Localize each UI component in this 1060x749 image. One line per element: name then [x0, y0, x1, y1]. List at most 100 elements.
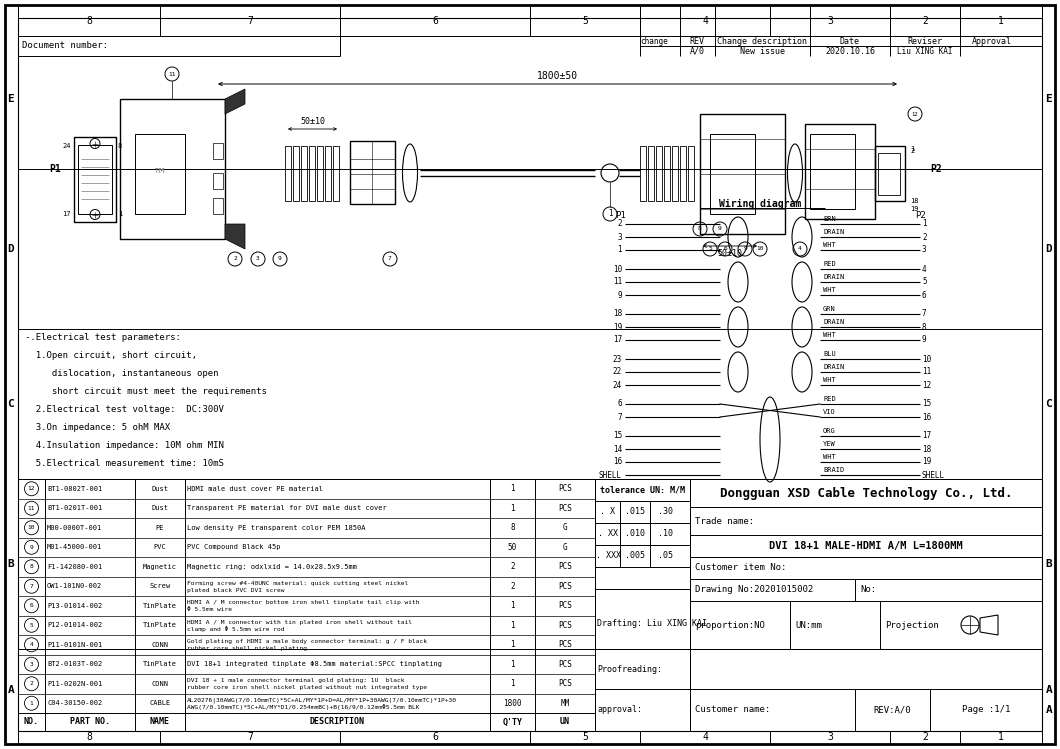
Text: .30: .30: [657, 508, 672, 517]
Text: PCS: PCS: [558, 504, 572, 513]
Text: CONN: CONN: [152, 681, 169, 687]
Text: A: A: [1045, 705, 1053, 715]
Text: SHELL: SHELL: [922, 470, 946, 479]
Text: 5: 5: [30, 622, 33, 628]
Text: .005: .005: [625, 551, 644, 560]
Text: 5: 5: [582, 733, 588, 742]
Text: Drawing No:20201015002: Drawing No:20201015002: [695, 586, 813, 595]
Text: Liu XING KAI: Liu XING KAI: [897, 46, 953, 55]
Text: 50±10: 50±10: [300, 117, 325, 126]
Text: P11-0101N-001: P11-0101N-001: [47, 642, 102, 648]
Text: WHT: WHT: [823, 242, 835, 248]
Text: G: G: [563, 543, 567, 552]
Text: 8: 8: [922, 323, 926, 332]
Text: Gold plating of HDMI a male body connector terminal: g / F black: Gold plating of HDMI a male body connect…: [187, 639, 427, 644]
Text: RED: RED: [823, 261, 835, 267]
Text: 1800: 1800: [504, 699, 522, 708]
Text: PCS: PCS: [558, 621, 572, 630]
Text: REV: REV: [689, 37, 705, 46]
Text: 3: 3: [922, 246, 926, 255]
Text: 12: 12: [28, 486, 35, 491]
Bar: [681, 146, 686, 201]
Text: 1: 1: [617, 246, 622, 255]
Text: E: E: [1045, 94, 1053, 104]
Text: Low density PE transparent color PEM 1850A: Low density PE transparent color PEM 185…: [187, 525, 366, 531]
Text: tolerance UN: M/M: tolerance UN: M/M: [600, 485, 685, 494]
Text: WHT: WHT: [823, 454, 835, 460]
Text: 16: 16: [613, 458, 622, 467]
Text: 11: 11: [613, 277, 622, 287]
Text: Transparent PE material for DVI male dust cover: Transparent PE material for DVI male dus…: [187, 506, 387, 512]
Text: 7: 7: [247, 16, 253, 25]
Bar: [700, 114, 785, 234]
Text: 8: 8: [86, 16, 92, 25]
Text: PVC Compound Black 45p: PVC Compound Black 45p: [187, 545, 281, 551]
Text: 10: 10: [613, 264, 622, 273]
Text: BT1-0802T-001: BT1-0802T-001: [47, 486, 102, 492]
Bar: [78, 145, 112, 213]
Text: Change description: Change description: [717, 37, 807, 46]
Text: dislocation, instantaneous open: dislocation, instantaneous open: [25, 369, 218, 377]
Text: 2: 2: [909, 148, 914, 154]
Text: 19: 19: [613, 323, 622, 332]
Text: 16: 16: [922, 413, 932, 422]
Text: Forming screw #4-40UNC material: quick cutting steel nickel: Forming screw #4-40UNC material: quick c…: [187, 580, 408, 586]
Text: 6: 6: [617, 399, 622, 408]
Text: 15: 15: [922, 399, 932, 408]
Text: B: B: [7, 559, 15, 569]
Text: REV:A/0: REV:A/0: [873, 706, 912, 715]
Text: 1: 1: [510, 601, 515, 610]
Text: 9: 9: [718, 226, 722, 231]
Text: 15: 15: [613, 431, 622, 440]
Text: OW1-101N0-002: OW1-101N0-002: [47, 583, 102, 589]
Text: Φ 5.5mm wire: Φ 5.5mm wire: [187, 607, 232, 612]
Text: short circuit must meet the requirements: short circuit must meet the requirements: [25, 386, 267, 395]
Text: DVI 18+1 MALE-HDMI A/M L=1800MM: DVI 18+1 MALE-HDMI A/M L=1800MM: [770, 541, 962, 551]
Text: 8: 8: [30, 564, 33, 569]
Text: D: D: [1045, 244, 1053, 254]
Text: DRAIN: DRAIN: [823, 274, 844, 280]
Text: 50: 50: [508, 543, 517, 552]
Text: 7: 7: [617, 413, 622, 422]
Text: 24: 24: [63, 144, 71, 150]
Text: 11: 11: [28, 506, 35, 511]
Text: 3: 3: [617, 232, 622, 241]
Text: Approval: Approval: [972, 37, 1012, 46]
Text: Page :1/1: Page :1/1: [961, 706, 1010, 715]
Text: 1: 1: [510, 485, 515, 494]
Bar: [664, 146, 670, 201]
Text: 10: 10: [922, 354, 932, 363]
Text: P13-01014-002: P13-01014-002: [47, 603, 102, 609]
Text: 2: 2: [233, 256, 236, 261]
Text: 6: 6: [922, 291, 926, 300]
Text: 1: 1: [999, 16, 1004, 25]
Text: .05: .05: [657, 551, 672, 560]
Text: plated black PVC DVI screw: plated black PVC DVI screw: [187, 588, 284, 592]
Polygon shape: [225, 224, 245, 249]
Text: M01-45000-001: M01-45000-001: [47, 545, 102, 551]
Text: A: A: [7, 685, 15, 695]
Text: TinPlate: TinPlate: [143, 603, 177, 609]
Text: 11: 11: [922, 368, 932, 377]
Text: 2: 2: [510, 582, 515, 591]
Text: P2: P2: [930, 164, 941, 174]
Bar: [805, 124, 874, 219]
Text: BRAID: BRAID: [823, 467, 844, 473]
Text: clamp and Φ 5.5mm wire rod: clamp and Φ 5.5mm wire rod: [187, 626, 284, 632]
Text: PART NO.: PART NO.: [70, 718, 110, 727]
Text: 9: 9: [617, 291, 622, 300]
Text: 5.Electrical measurement time: 10mS: 5.Electrical measurement time: 10mS: [25, 458, 224, 467]
Text: A: A: [1045, 685, 1053, 695]
Text: 2: 2: [922, 232, 926, 241]
Text: 4: 4: [922, 264, 926, 273]
Text: DVI 18 + 1 male connector terminal gold plating: 1U  black: DVI 18 + 1 male connector terminal gold …: [187, 679, 405, 683]
Text: 6: 6: [723, 246, 727, 252]
Text: 4: 4: [30, 642, 33, 647]
Text: 19: 19: [922, 458, 932, 467]
Text: E: E: [7, 94, 15, 104]
Text: BLU: BLU: [823, 351, 835, 357]
Text: MM: MM: [561, 699, 569, 708]
Text: 17: 17: [613, 336, 622, 345]
Text: 23: 23: [613, 354, 622, 363]
Text: .015: .015: [625, 508, 644, 517]
